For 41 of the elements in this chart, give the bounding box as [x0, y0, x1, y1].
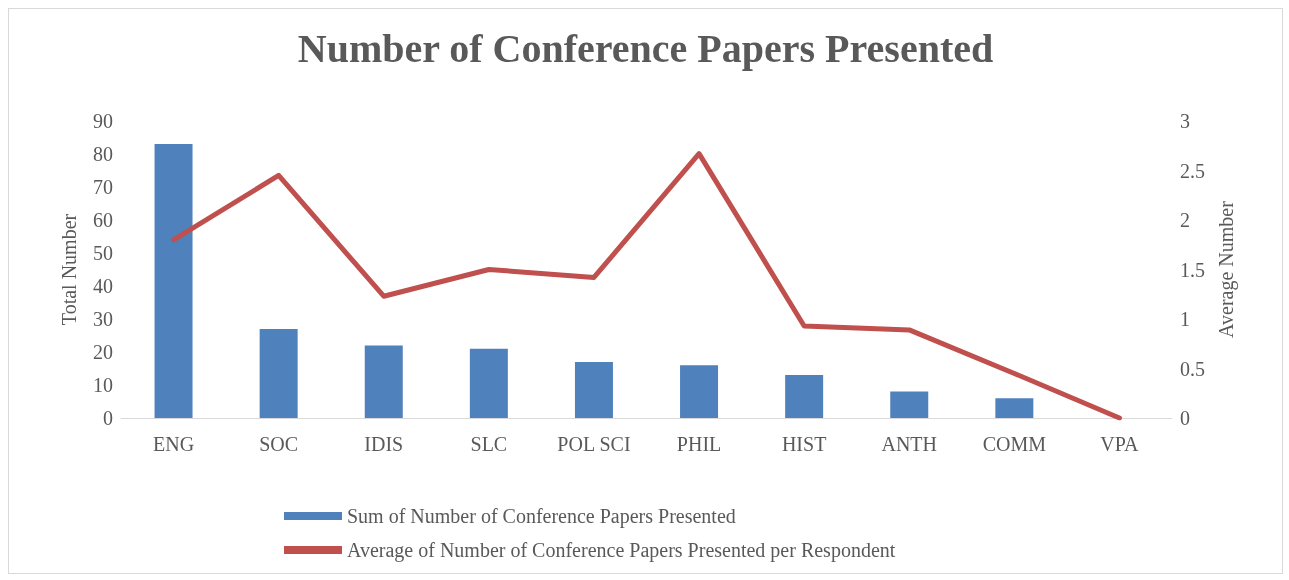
- bar: [469, 348, 508, 418]
- bar: [680, 365, 719, 418]
- y-tick-label: 80: [93, 143, 113, 165]
- x-tick-label: VPA: [1100, 433, 1140, 455]
- y-tick-label: 30: [93, 308, 113, 330]
- bar: [154, 144, 193, 418]
- y-tick-label: 60: [93, 209, 113, 231]
- chart-title: Number of Conference Papers Presented: [297, 25, 994, 71]
- y2-tick-label: 0: [1180, 407, 1190, 429]
- y2-tick-label: 0.5: [1180, 357, 1205, 380]
- y2-tick-label: 3: [1180, 110, 1190, 132]
- x-tick-label: PHIL: [676, 433, 722, 455]
- bar: [364, 345, 403, 418]
- x-tick-label: HIST: [781, 433, 827, 455]
- x-tick-label: COMM: [982, 433, 1047, 455]
- y2-tick-label: 1: [1180, 308, 1190, 330]
- bar: [785, 375, 824, 418]
- y2-tick-label: 1.5: [1180, 258, 1205, 281]
- y2-tick-label: 2.5: [1180, 159, 1205, 182]
- y-tick-label: 20: [93, 341, 113, 363]
- bar: [890, 391, 929, 418]
- y-tick-label: 40: [93, 275, 113, 297]
- x-tick-label: ANTH: [881, 433, 938, 455]
- y-tick-label: 10: [93, 374, 113, 396]
- bar: [574, 361, 613, 418]
- y-tick-label: 50: [93, 242, 113, 264]
- x-tick-label: IDIS: [364, 433, 404, 455]
- y2-tick-label: 2: [1180, 209, 1190, 231]
- y-tick-label: 0: [103, 407, 113, 429]
- bar: [995, 398, 1034, 418]
- bar: [259, 328, 298, 418]
- y2-axis-title: Average Number: [1214, 200, 1238, 338]
- x-tick-label: ENG: [153, 433, 195, 455]
- y-axis-title: Total Number: [58, 213, 80, 326]
- y-tick-label: 70: [93, 176, 113, 198]
- x-tick-label: SOC: [259, 433, 299, 455]
- legend-label: Average of Number of Conference Papers Presented per Respondent: [347, 539, 896, 562]
- x-tick-label: POL SCI: [557, 433, 631, 455]
- y-tick-label: 90: [93, 110, 113, 132]
- x-tick-label: SLC: [470, 433, 508, 455]
- legend-label: Sum of Number of Conference Papers Presented: [347, 505, 736, 528]
